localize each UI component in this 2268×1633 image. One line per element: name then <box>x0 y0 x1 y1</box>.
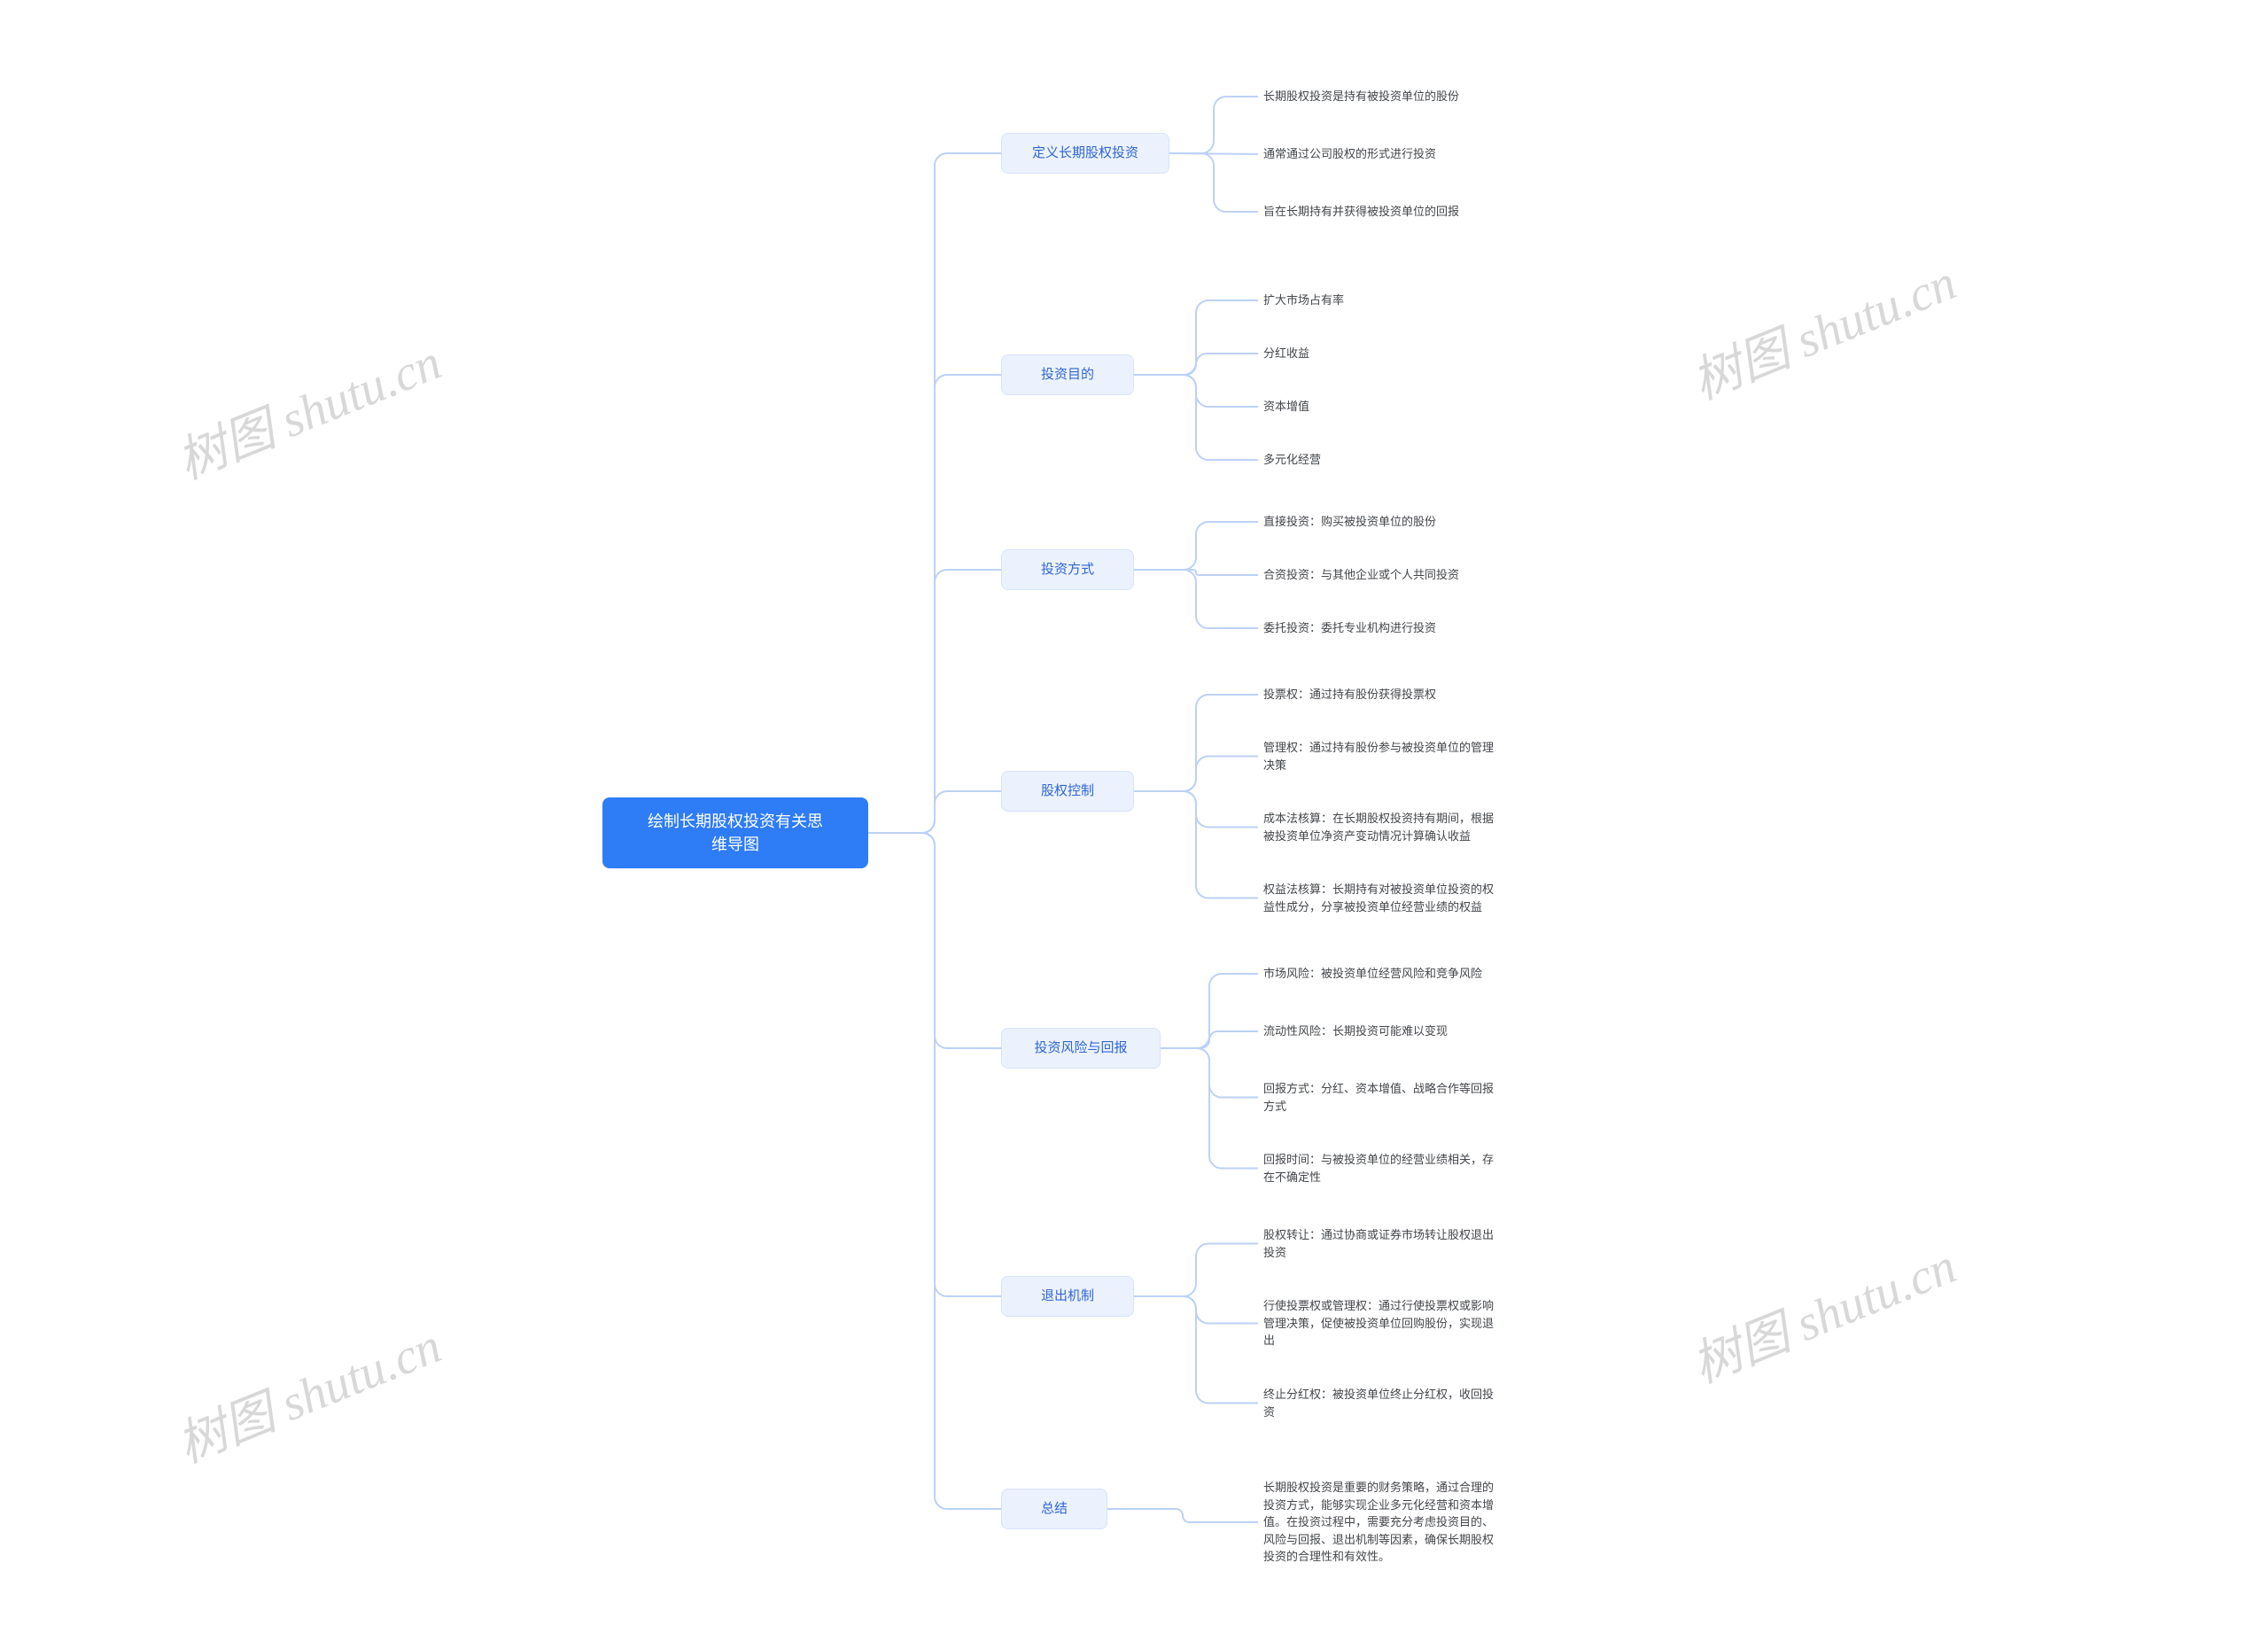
leaf-l2_20[interactable]: 行使投票权或管理权：通过行使投票权或影响 管理决策，促使被投资单位回购股份，实现… <box>1258 1294 1595 1353</box>
leaf-l2_18[interactable]: 回报时间：与被投资单位的经营业绩相关，存 在不确定性 <box>1258 1147 1595 1189</box>
leaf-l2_1[interactable]: 长期股权投资是持有被投资单位的股份 <box>1258 84 1595 109</box>
leaf-l2_5[interactable]: 分红收益 <box>1258 341 1595 366</box>
leaf-l2_14[interactable]: 权益法核算：长期持有对被投资单位投资的权 益性成分，分享被投资单位经营业绩的权益 <box>1258 877 1595 919</box>
leaf-l2_12[interactable]: 管理权：通过持有股份参与被投资单位的管理 决策 <box>1258 735 1595 777</box>
leaf-l2_10[interactable]: 委托投资：委托专业机构进行投资 <box>1258 616 1595 641</box>
watermark-3: 树图 shutu.cn <box>1680 1226 1965 1397</box>
leaf-l2_13[interactable]: 成本法核算：在长期股权投资持有期间，根据 被投资单位净资产变动情况计算确认收益 <box>1258 806 1595 848</box>
leaf-l2_16[interactable]: 流动性风险：长期投资可能难以变现 <box>1258 1019 1595 1044</box>
mindmap-root[interactable]: 绘制长期股权投资有关思 维导图 <box>602 797 868 868</box>
leaf-l2_21[interactable]: 终止分红权：被投资单位终止分红权，收回投 资 <box>1258 1382 1595 1424</box>
branch-l1_5[interactable]: 投资风险与回报 <box>1001 1028 1161 1069</box>
leaf-l2_2[interactable]: 通常通过公司股权的形式进行投资 <box>1258 142 1595 167</box>
branch-l1_3[interactable]: 投资方式 <box>1001 549 1134 590</box>
leaf-l2_11[interactable]: 投票权：通过持有股份获得投票权 <box>1258 682 1595 707</box>
leaf-l2_19[interactable]: 股权转让：通过协商或证券市场转让股权退出 投资 <box>1258 1223 1595 1264</box>
leaf-l2_3[interactable]: 旨在长期持有并获得被投资单位的回报 <box>1258 199 1595 224</box>
branch-l1_1[interactable]: 定义长期股权投资 <box>1001 133 1169 174</box>
leaf-l2_6[interactable]: 资本增值 <box>1258 394 1595 419</box>
leaf-l2_9[interactable]: 合资投资：与其他企业或个人共同投资 <box>1258 563 1595 587</box>
leaf-l2_7[interactable]: 多元化经营 <box>1258 447 1595 472</box>
leaf-l2_22[interactable]: 长期股权投资是重要的财务策略，通过合理的 投资方式，能够实现企业多元化经营和资本… <box>1258 1475 1595 1569</box>
watermark-1: 树图 shutu.cn <box>165 1306 450 1477</box>
leaf-l2_15[interactable]: 市场风险：被投资单位经营风险和竞争风险 <box>1258 961 1595 986</box>
branch-l1_2[interactable]: 投资目的 <box>1001 354 1134 395</box>
watermark-0: 树图 shutu.cn <box>165 323 450 494</box>
leaf-l2_8[interactable]: 直接投资：购买被投资单位的股份 <box>1258 509 1595 534</box>
leaf-l2_4[interactable]: 扩大市场占有率 <box>1258 288 1595 313</box>
branch-l1_4[interactable]: 股权控制 <box>1001 771 1134 812</box>
watermark-2: 树图 shutu.cn <box>1680 243 1965 414</box>
branch-l1_7[interactable]: 总结 <box>1001 1489 1107 1529</box>
leaf-l2_17[interactable]: 回报方式：分红、资本增值、战略合作等回报 方式 <box>1258 1077 1595 1118</box>
branch-l1_6[interactable]: 退出机制 <box>1001 1276 1134 1317</box>
